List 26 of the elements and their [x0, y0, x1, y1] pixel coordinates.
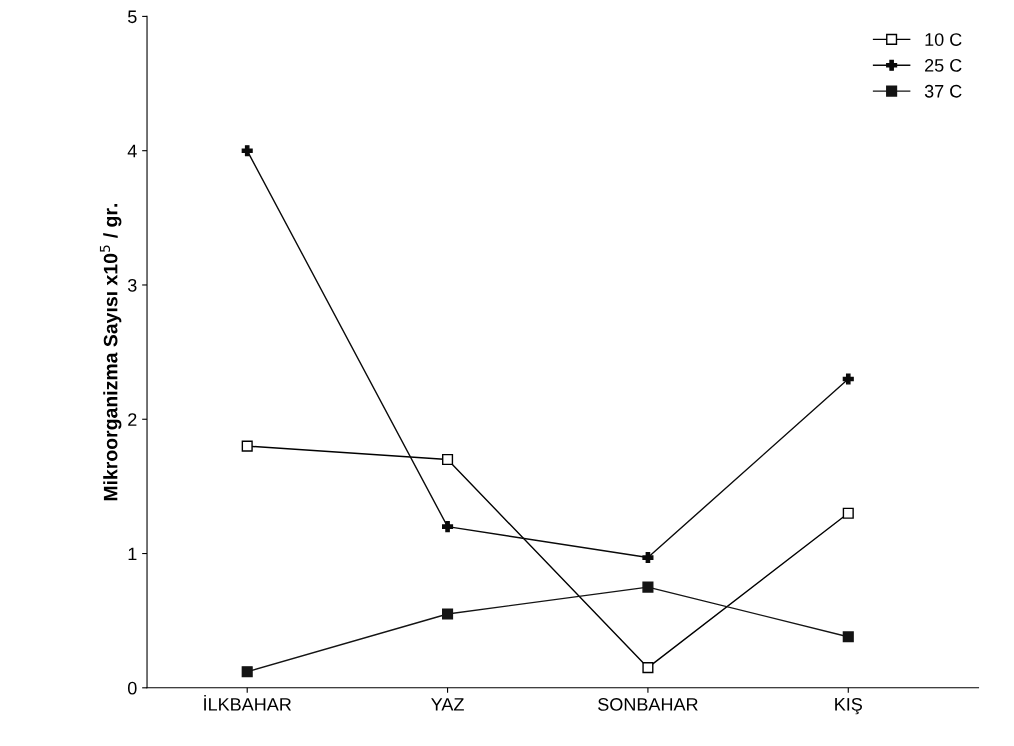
point: [842, 631, 854, 643]
point: [842, 507, 854, 519]
legend-label: 25 C: [925, 59, 962, 72]
y-tick-label: 5: [127, 10, 137, 24]
point: [642, 552, 654, 564]
point: [642, 662, 654, 674]
x-tick-label: YAZ: [431, 698, 464, 711]
point: [241, 666, 253, 678]
point: [241, 145, 253, 157]
y-tick-label: 0: [127, 681, 137, 695]
point: [442, 453, 454, 466]
x-tick-label: KIŞ: [835, 697, 862, 715]
point: [442, 521, 454, 533]
y-tick-label: 1: [128, 547, 137, 561]
y-axis-title: Mikroorganizma Sayısı x10$^{5}$ / gr.: [99, 203, 122, 501]
point: [842, 373, 854, 385]
point: [442, 608, 454, 620]
x-tick-label: SONBAHAR: [598, 698, 698, 711]
x-tick-label: İLKBAHAR: [204, 695, 292, 711]
y-tick-label: 3: [127, 278, 137, 292]
legend-label: 37 C: [924, 84, 962, 98]
point: [642, 581, 654, 593]
point: [241, 440, 253, 452]
y-tick-label: 2: [128, 413, 137, 426]
y-tick-label: 4: [127, 144, 137, 158]
legend-label: 10 C: [925, 33, 962, 46]
